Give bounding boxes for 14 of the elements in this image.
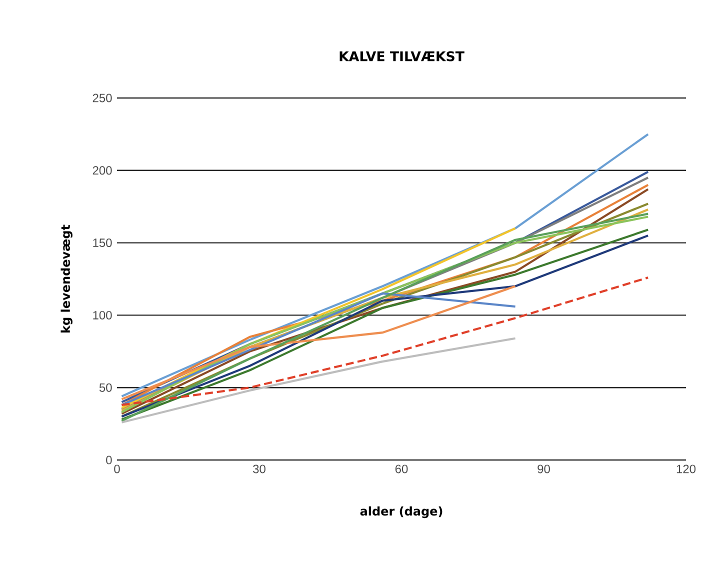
x-axis-title: alder (dage) [360,506,442,518]
x-tick-label: 120 [676,464,696,474]
x-tick-label: 60 [395,464,408,474]
x-tick-label: 90 [538,464,550,474]
x-tick-label: 0 [114,464,120,474]
x-tick-label: 30 [253,464,266,474]
chart-title: KALVE TILVÆKST [340,51,464,62]
y-tick-label: 250 [92,94,112,102]
y-tick-label: 50 [99,383,112,392]
y-tick-label: 200 [92,166,112,175]
y-tick-label: 150 [93,238,112,248]
y-tick-label: 100 [93,310,112,320]
y-tick-label: 0 [106,456,112,464]
y-axis-title: kg levendevægt [60,224,72,332]
